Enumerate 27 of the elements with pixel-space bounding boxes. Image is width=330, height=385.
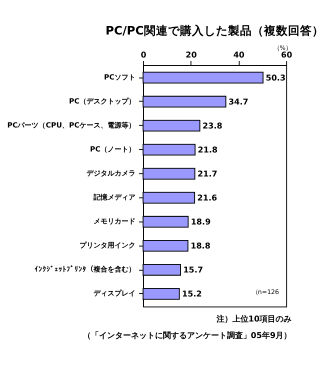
y-tick-label: PC（デスクトップ） (69, 96, 136, 106)
data-label: 21.6 (197, 193, 218, 202)
data-label: 18.8 (190, 241, 211, 250)
data-label: 18.9 (190, 217, 212, 226)
data-label: 15.7 (183, 266, 204, 275)
data-label: 50.3 (266, 73, 286, 82)
x-tick-label: 60 (281, 50, 293, 60)
y-tick-label: ｲﾝｸｼﾞｪｯﾄﾌﾟﾘﾝﾀ（複合を含む） (34, 264, 136, 274)
x-tick-label: 20 (186, 50, 198, 60)
y-tick-label: ディスプレイ (93, 288, 136, 298)
data-label: 15.2 (182, 290, 202, 299)
y-tick-label: デジタルカメラ (86, 168, 136, 178)
text: （「インターネットに関するアンケート調査」05年9月） (82, 330, 292, 340)
chart-title: PC/PC関連で購入した製品（複数回答） (105, 24, 324, 38)
y-tick-label: プリンタ用インク (79, 240, 136, 250)
data-label: 23.8 (202, 121, 223, 130)
data-label: 21.8 (198, 145, 218, 154)
x-tick-label: 40 (233, 50, 245, 60)
y-tick-label: PC（ノート） (90, 144, 136, 154)
data-label: 34.7 (228, 97, 248, 106)
data-label: 21.7 (198, 169, 218, 178)
y-tick-label: 記憶メディア (92, 192, 136, 202)
y-tick-label: メモリカード (93, 216, 136, 226)
y-tick-label: PCソフト (104, 72, 136, 82)
y-tick-label: PCパーツ（CPU、PCケース、電源等） (7, 120, 136, 130)
x-tick-label: 0 (140, 50, 147, 60)
text: 注）上位10項目のみ (215, 314, 292, 324)
